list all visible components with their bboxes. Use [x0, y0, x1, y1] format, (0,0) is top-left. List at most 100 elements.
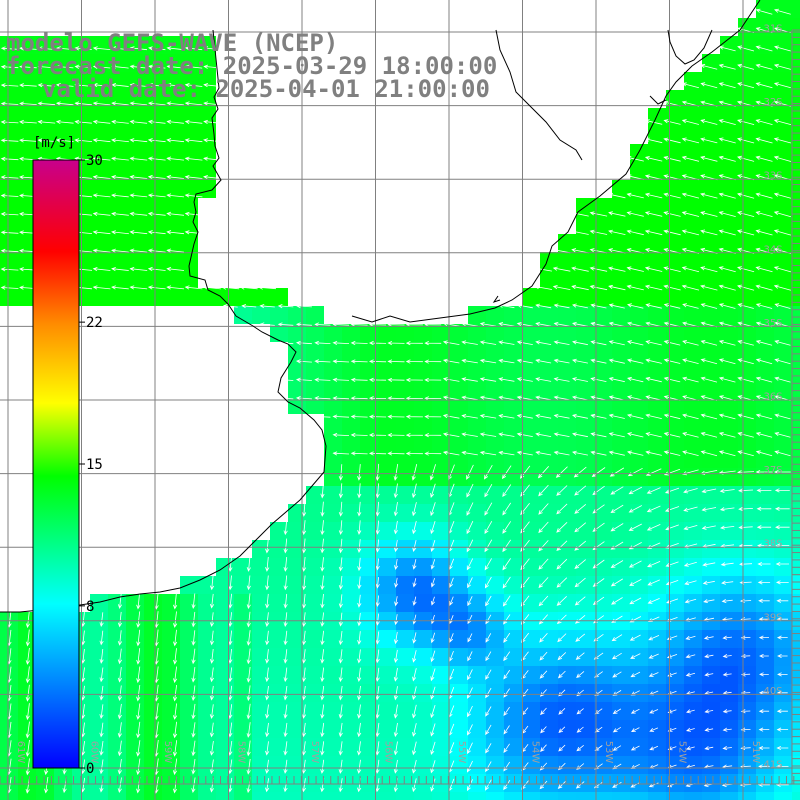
wind-arrow [737, 63, 755, 70]
wind-speed-cell [36, 792, 54, 800]
wind-speed-cell [450, 324, 468, 342]
wind-arrow [626, 192, 644, 199]
wind-speed-cell [558, 468, 576, 486]
wind-arrow [461, 395, 478, 401]
wind-speed-cell [594, 594, 612, 612]
wind-speed-cell [612, 360, 630, 378]
wind-arrow [648, 635, 660, 641]
wind-arrow [412, 578, 417, 588]
wind-arrow [737, 376, 754, 383]
wind-arrow [757, 580, 771, 585]
wind-speed-cell [18, 234, 36, 252]
wind-arrow [737, 450, 754, 457]
wind-speed-cell [18, 792, 36, 800]
wind-arrow [700, 358, 718, 365]
wind-speed-cell [486, 558, 504, 576]
wind-speed-cell [774, 774, 792, 792]
wind-speed-cell [468, 378, 486, 396]
wind-arrow [718, 63, 736, 70]
wind-arrow [608, 413, 625, 419]
wind-speed-cell [342, 468, 360, 486]
wind-arrow [117, 722, 122, 738]
wind-speed-cell [774, 36, 792, 54]
wind-arrow [184, 156, 203, 161]
wind-arrow [350, 396, 368, 401]
wind-speed-cell [648, 342, 666, 360]
wind-speed-cell [18, 288, 36, 306]
wind-arrow [461, 358, 478, 364]
wind-speed-cell [414, 324, 432, 342]
wind-speed-cell [378, 378, 396, 396]
wind-speed-cell [0, 720, 18, 738]
wind-arrow [429, 464, 436, 481]
wind-arrow [259, 322, 275, 327]
wind-arrow [516, 432, 533, 437]
wind-arrow [758, 598, 770, 603]
wind-speed-cell [468, 666, 486, 684]
wind-speed-cell [738, 108, 756, 126]
wind-arrow [265, 667, 270, 683]
wind-speed-cell [720, 288, 738, 306]
wind-arrow [166, 285, 185, 290]
wind-arrow [265, 593, 270, 609]
wind-speed-cell [504, 702, 522, 720]
wind-speed-cell [648, 432, 666, 450]
wind-speed-cell [702, 252, 720, 270]
wind-speed-cell [648, 234, 666, 252]
wind-speed-cell [648, 162, 666, 180]
colorbar-unit: [m/s] [33, 135, 75, 151]
wind-arrow [338, 741, 343, 756]
wind-arrow [501, 465, 512, 480]
wind-speed-cell [540, 594, 558, 612]
wind-arrow [574, 596, 586, 606]
wind-arrow [502, 576, 511, 589]
wind-arrow [557, 670, 566, 679]
wind-speed-cell [198, 162, 216, 180]
wind-speed-cell [594, 288, 612, 306]
wind-speed-cell [594, 324, 612, 342]
wind-speed-cell [504, 504, 522, 522]
wind-speed-cell [702, 342, 720, 360]
wind-speed-cell [666, 432, 684, 450]
wind-speed-cell [666, 180, 684, 198]
wind-speed-cell [558, 486, 576, 504]
wind-arrow [0, 120, 19, 125]
wind-speed-cell [90, 288, 108, 306]
wind-arrow [166, 64, 184, 69]
wind-arrow [589, 229, 608, 235]
wind-arrow [283, 630, 288, 646]
wind-speed-cell [414, 432, 432, 450]
wind-arrow [411, 483, 417, 499]
wind-speed-cell [378, 792, 396, 800]
wind-speed-cell [360, 378, 378, 396]
wind-speed-cell [468, 792, 486, 800]
wind-speed-cell [540, 342, 558, 360]
wind-speed-cell [108, 36, 126, 54]
wind-speed-cell [252, 558, 270, 576]
wind-speed-cell [666, 504, 684, 522]
wind-arrow [608, 284, 626, 291]
wind-speed-cell [126, 252, 144, 270]
wind-arrow [630, 653, 641, 659]
wind-speed-cell [378, 774, 396, 792]
wind-arrow [572, 340, 588, 346]
wind-speed-cell [612, 288, 630, 306]
wind-speed-cell [630, 738, 648, 756]
wind-arrow [375, 539, 380, 553]
wind-speed-cell [144, 648, 162, 666]
wind-arrow [209, 759, 214, 775]
wind-arrow [147, 230, 166, 235]
wind-speed-cell [414, 522, 432, 540]
wind-speed-cell [648, 360, 666, 378]
wind-speed-cell [792, 144, 800, 162]
wind-speed-cell [486, 378, 504, 396]
wind-arrow [535, 414, 552, 419]
wind-speed-cell [756, 90, 774, 108]
wind-speed-cell [468, 468, 486, 486]
wind-arrow [0, 248, 19, 253]
wind-speed-cell [450, 414, 468, 432]
wind-arrow [136, 629, 141, 647]
wind-speed-cell [0, 630, 18, 648]
wind-arrow [19, 119, 37, 125]
